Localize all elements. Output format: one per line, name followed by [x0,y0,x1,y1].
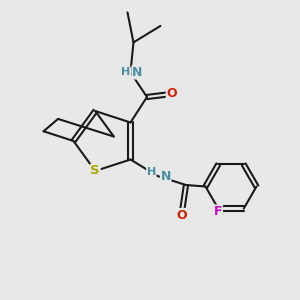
Text: N: N [160,169,171,182]
Text: S: S [91,164,100,178]
Text: O: O [176,208,187,221]
Text: H: H [147,167,156,177]
Text: N: N [132,66,142,79]
Text: H: H [121,68,130,77]
Text: O: O [166,88,177,100]
Text: F: F [214,205,223,218]
